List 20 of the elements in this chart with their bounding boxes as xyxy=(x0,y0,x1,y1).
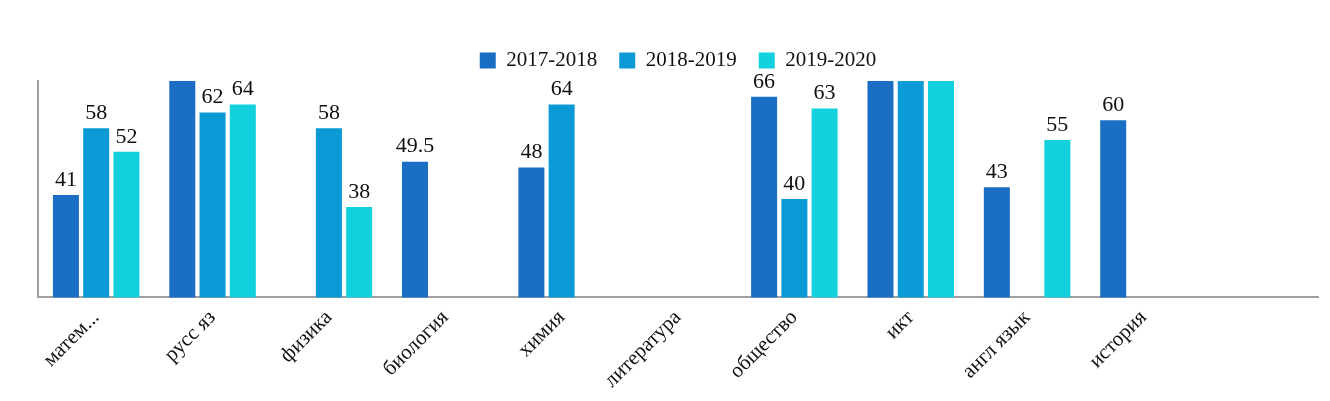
data-label: 58 xyxy=(85,98,108,124)
data-label: 66 xyxy=(753,67,776,93)
legend-label: 2017-2018 xyxy=(506,47,598,72)
data-label: 48 xyxy=(520,138,543,164)
data-label: 40 xyxy=(783,169,806,195)
data-label: 62 xyxy=(201,83,224,109)
data-label: 38 xyxy=(348,177,371,203)
data-label: 58 xyxy=(317,98,340,124)
legend-label: 2018-2019 xyxy=(645,47,737,72)
x-tick-label: икт xyxy=(879,304,919,344)
data-label: 41 xyxy=(54,165,77,191)
data-label: 52 xyxy=(115,122,138,148)
data-label: 55 xyxy=(1046,110,1069,136)
data-label: 64 xyxy=(550,75,573,101)
data-label: 43 xyxy=(985,158,1008,183)
data-label: 64 xyxy=(231,75,254,101)
data-label: 60 xyxy=(1102,91,1125,117)
data-label: 49.5 xyxy=(395,132,435,158)
legend-label: 2019-2020 xyxy=(785,47,877,72)
data-label: 63 xyxy=(813,79,836,105)
